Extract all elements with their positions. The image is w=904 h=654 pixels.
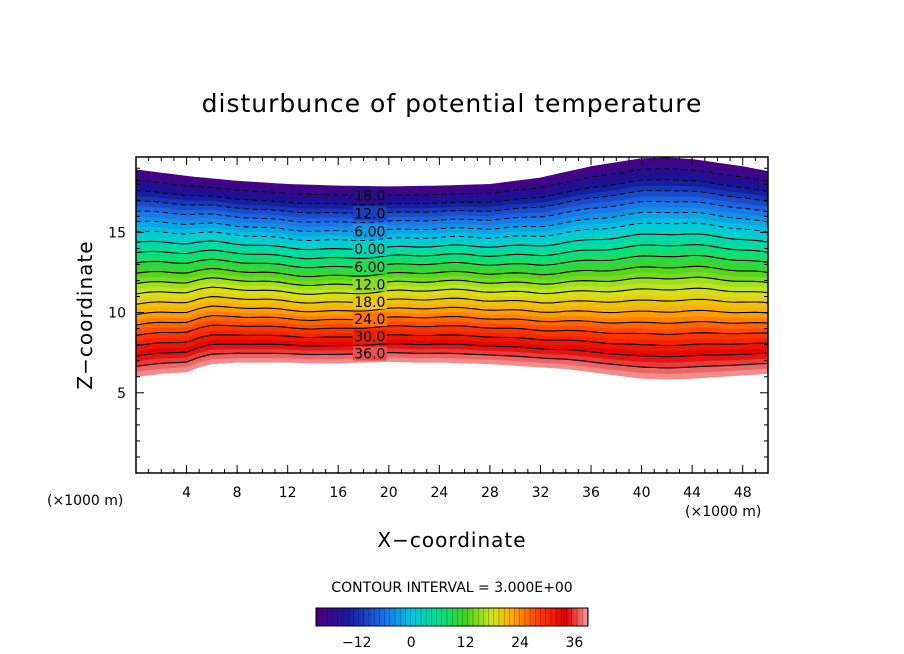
contour-interval-label: CONTOUR INTERVAL = 3.000E+00 bbox=[331, 580, 572, 596]
contour-label-bg bbox=[352, 224, 387, 239]
contour-line-27 bbox=[136, 324, 768, 336]
colorbar-ticks: −12 0 12 24 36 bbox=[342, 635, 583, 651]
contour-line--15 bbox=[136, 179, 768, 205]
colorbar-tick-label: 36 bbox=[565, 635, 583, 651]
colorbar-tick-label: 24 bbox=[511, 635, 529, 651]
contour-label-bg bbox=[352, 242, 387, 257]
x-tick-label: 40 bbox=[633, 485, 651, 501]
x-axis-label: X−coordinate bbox=[377, 528, 526, 552]
contour-label-bg bbox=[352, 329, 387, 344]
field-band-39 bbox=[136, 157, 768, 192]
contour-label: 6.00 bbox=[354, 224, 385, 240]
contour-line-21 bbox=[136, 305, 768, 316]
contour-line-3 bbox=[136, 244, 768, 260]
contour-label-bg bbox=[352, 346, 387, 361]
x-tick-label: 20 bbox=[380, 485, 398, 501]
colorbar-tick-label: 12 bbox=[457, 635, 475, 651]
contour-line-0 bbox=[136, 233, 768, 251]
contour-label: 30.0 bbox=[354, 329, 385, 345]
contour-label-bg bbox=[352, 188, 387, 203]
contour-line-18 bbox=[136, 296, 768, 305]
contour-label-bg bbox=[352, 259, 387, 274]
colorbar-frame bbox=[315, 607, 589, 627]
contour-line-9 bbox=[136, 265, 768, 278]
contour-line-36 bbox=[136, 352, 768, 369]
contour-label: 24.0 bbox=[354, 312, 385, 328]
colorbar: −12 0 12 24 36 bbox=[315, 607, 589, 651]
x-tick-label: 32 bbox=[532, 485, 550, 501]
contour-line-33 bbox=[136, 343, 768, 358]
contour-line--9 bbox=[136, 201, 768, 224]
y-axis-label: Z−coordinate bbox=[73, 240, 97, 389]
contour-line-12 bbox=[136, 276, 768, 287]
x-tick-label: 4 bbox=[182, 485, 191, 501]
contour-label: 12.0 bbox=[354, 277, 385, 293]
colorbar-tick-label: 0 bbox=[407, 635, 416, 651]
chart-title: disturbunce of potential temperature bbox=[202, 89, 703, 118]
contour-line--18 bbox=[136, 168, 768, 196]
x-tick-label: 12 bbox=[279, 485, 297, 501]
contour-label: 0.00 bbox=[354, 242, 385, 258]
contour-line-30 bbox=[136, 334, 768, 347]
colorbar-stripes bbox=[316, 608, 588, 626]
x-tick-label: 28 bbox=[481, 485, 499, 501]
plot-area bbox=[136, 157, 768, 380]
contour-label: 36.0 bbox=[354, 347, 385, 363]
x-unit-left: (×1000 m) bbox=[47, 493, 123, 509]
contour-label: 12.0 bbox=[354, 206, 385, 222]
contour-line--6 bbox=[136, 211, 768, 233]
x-tick-label: 48 bbox=[734, 485, 752, 501]
x-tick-label: 44 bbox=[683, 485, 701, 501]
x-tick-label: 16 bbox=[329, 485, 347, 501]
contour-line-6 bbox=[136, 254, 768, 269]
contour-line--3 bbox=[136, 222, 768, 242]
contour-lines bbox=[136, 168, 768, 369]
x-tick-label: 24 bbox=[430, 485, 448, 501]
contour-line-15 bbox=[136, 286, 768, 295]
contour-line--12 bbox=[136, 190, 768, 214]
contour-label-bg bbox=[352, 206, 387, 221]
x-unit-right: (×1000 m) bbox=[685, 504, 761, 520]
y-tick-label: 10 bbox=[108, 306, 126, 322]
contour-label-bg bbox=[352, 277, 387, 292]
y-tick-label: 5 bbox=[117, 386, 126, 402]
x-tick-label: 8 bbox=[233, 485, 242, 501]
contour-line-24 bbox=[136, 315, 768, 326]
contour-label-bg bbox=[352, 294, 387, 309]
y-tick-label: 15 bbox=[108, 225, 126, 241]
x-ticks: 4 8 12 16 20 24 28 32 36 40 44 48 bbox=[148, 157, 756, 501]
contour-label: 18.0 bbox=[354, 188, 385, 204]
y-ticks: 5 10 15 bbox=[108, 167, 768, 458]
x-tick-label: 36 bbox=[582, 485, 600, 501]
contour-label-bg bbox=[352, 312, 387, 327]
contour-label: 18.0 bbox=[354, 295, 385, 311]
contour-label: 6.00 bbox=[354, 260, 385, 276]
colorbar-tick-label: −12 bbox=[342, 635, 372, 651]
